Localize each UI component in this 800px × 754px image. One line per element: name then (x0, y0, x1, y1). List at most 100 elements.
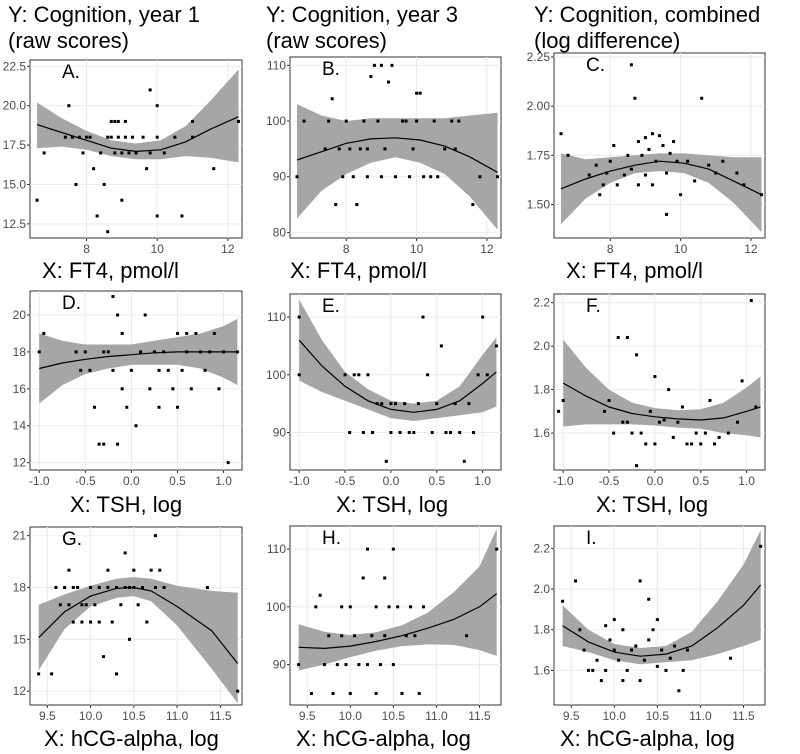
y-tick-label: 2.0 (533, 582, 550, 596)
column-title-line1: Y: Cognition, year 1 (8, 2, 201, 27)
data-point (217, 387, 221, 391)
x-tick-label: 9.5 (299, 709, 316, 723)
data-point (735, 420, 739, 424)
x-tick-label: 9.5 (563, 709, 580, 723)
y-tick-label: 2.2 (533, 541, 550, 555)
data-point (595, 658, 599, 662)
x-tick-label: -0.5 (599, 474, 620, 488)
data-point (149, 568, 153, 572)
data-point (626, 153, 630, 157)
data-point (63, 585, 67, 589)
data-point (189, 387, 193, 391)
data-point (638, 579, 642, 583)
data-point (415, 119, 419, 123)
data-point (297, 315, 301, 319)
data-point (458, 430, 462, 434)
data-point (173, 135, 177, 139)
data-point (384, 459, 388, 463)
data-point (436, 175, 440, 179)
data-point (358, 147, 362, 151)
data-point (370, 634, 374, 638)
data-point (651, 628, 655, 632)
y-tick-label: 2.00 (527, 99, 551, 113)
data-point (717, 435, 721, 439)
data-point (113, 151, 117, 155)
data-point (139, 350, 143, 354)
data-point (394, 402, 397, 406)
data-point (162, 585, 166, 589)
x-tick-label: -1.0 (29, 474, 50, 488)
confidence-band (297, 104, 498, 230)
panel-background (553, 52, 766, 239)
x-tick-label: 9.5 (39, 709, 56, 723)
xlabel-row1-col3: X: FT4, pmol/l (566, 258, 703, 283)
data-point (680, 405, 684, 409)
data-point (409, 605, 413, 609)
x-tick-label: 1.0 (215, 474, 232, 488)
data-point (668, 151, 672, 155)
panel-c: 8 10 12 1.50 1.75 2.00 2.25 C. (527, 50, 766, 256)
data-point (366, 373, 370, 377)
data-point (116, 313, 120, 317)
data-point (365, 147, 369, 151)
data-point (153, 585, 157, 589)
data-point (153, 534, 157, 538)
data-point (642, 658, 646, 662)
xlabel-row2-col1: X: TSH, log (70, 492, 183, 517)
y-tick-label: 15.0 (3, 177, 27, 191)
data-point (109, 119, 113, 123)
xlabel-row1-col2: X: FT4, pmol/l (290, 258, 427, 283)
x-tick-label: 12 (744, 242, 758, 256)
data-point (116, 442, 120, 446)
data-point (635, 464, 639, 468)
y-tick-label: 17.5 (3, 138, 27, 152)
data-point (123, 119, 127, 123)
confidence-band (38, 577, 238, 704)
data-point (404, 119, 408, 123)
data-point (625, 335, 629, 339)
data-point (102, 350, 106, 354)
data-point (357, 373, 361, 377)
xlabel-row2-col3: X: TSH, log (596, 492, 709, 517)
data-point (648, 409, 652, 413)
data-point (99, 151, 103, 155)
y-tick-label: 110 (267, 310, 286, 324)
data-point (662, 418, 666, 422)
data-point (403, 402, 407, 406)
data-point (194, 331, 198, 335)
data-point (115, 672, 119, 676)
data-point (391, 547, 395, 551)
data-point (598, 193, 602, 197)
data-point (644, 442, 648, 446)
data-point (95, 214, 99, 218)
data-point (390, 63, 394, 67)
xlabel-row3-col3: X: hCG-alpha, log (560, 726, 735, 751)
data-point (54, 585, 58, 589)
data-point (643, 173, 647, 177)
y-tick-label: 20 (13, 308, 27, 322)
data-point (685, 442, 689, 446)
y-tick-label: 22.5 (3, 59, 27, 73)
data-point (155, 135, 159, 139)
column-title-line2: (log difference) (534, 28, 681, 53)
data-point (485, 373, 489, 377)
x-tick-label: 0.0 (647, 474, 664, 488)
data-point (340, 634, 344, 638)
data-point (672, 140, 676, 144)
data-point (429, 175, 433, 179)
data-point (708, 398, 712, 402)
data-point (185, 331, 189, 335)
data-point (561, 599, 565, 603)
data-point (175, 331, 179, 335)
data-point (119, 603, 123, 607)
data-point (635, 353, 639, 357)
x-tick-label: 12 (480, 242, 494, 256)
column-title-line2: (raw scores) (266, 28, 388, 53)
y-tick-label: 100 (266, 600, 286, 614)
data-point (157, 405, 161, 409)
data-point (559, 132, 563, 136)
data-point (647, 638, 651, 642)
data-point (658, 420, 661, 424)
data-point (401, 119, 405, 123)
data-point (391, 663, 395, 667)
